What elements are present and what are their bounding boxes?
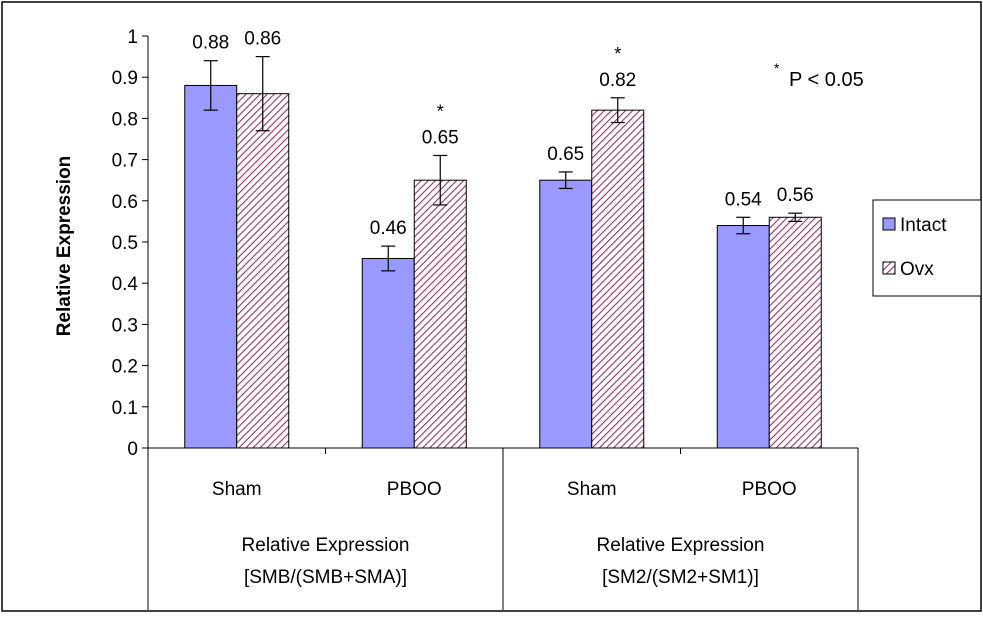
bar-intact <box>184 84 238 449</box>
y-tick-label: 0.5 <box>112 233 138 254</box>
significance-note: * P < 0.05 <box>774 60 864 91</box>
significance-note-star: * <box>774 60 780 76</box>
y-tick-label: 0.7 <box>112 151 138 172</box>
y-tick-label: 0.3 <box>112 315 138 336</box>
x-group-label: Relative Expression <box>597 535 765 556</box>
y-tick-label: 0.2 <box>112 357 138 378</box>
legend-swatch-intact <box>882 217 896 231</box>
bar-intact <box>716 225 770 449</box>
x-group-label-formula: [SMB/(SMB+SMA)] <box>244 567 407 588</box>
y-tick-label: 1 <box>127 27 138 48</box>
data-label: 0.82 <box>599 70 636 91</box>
significance-star: * <box>614 44 621 64</box>
data-label: 0.86 <box>244 29 281 50</box>
data-label: 0.88 <box>192 33 229 54</box>
x-category-label: PBOO <box>742 479 797 500</box>
significance-star: * <box>437 101 444 121</box>
data-label: 0.46 <box>370 218 407 239</box>
y-tick-label: 0.8 <box>112 109 138 130</box>
legend-box <box>872 199 982 297</box>
data-label: 0.65 <box>547 144 584 165</box>
x-group-label-formula: [SM2/(SM2+SM1)] <box>602 567 759 588</box>
significance-note-text: P < 0.05 <box>789 69 864 91</box>
x-category-label: PBOO <box>387 479 442 500</box>
y-tick-label: 0.6 <box>112 192 138 213</box>
data-label: 0.56 <box>777 185 814 206</box>
x-category-label: Sham <box>567 479 617 500</box>
x-group-label: Relative Expression <box>242 535 410 556</box>
y-tick-label: 0.1 <box>112 398 138 419</box>
bar-intact <box>361 257 415 449</box>
y-tick-label: 0.9 <box>112 68 138 89</box>
bar-intact <box>539 179 593 449</box>
y-tick-label: 0 <box>127 439 138 460</box>
y-tick-label: 0.4 <box>112 274 139 295</box>
legend-label-ovx: Ovx <box>900 259 934 280</box>
legend-label-intact: Intact <box>900 215 947 236</box>
bar-ovx <box>236 93 290 449</box>
bar-ovx <box>768 216 822 449</box>
bar-ovx <box>591 109 645 449</box>
data-label: 0.65 <box>422 127 459 148</box>
y-axis-label: Relative Expression <box>54 156 75 337</box>
bar-ovx <box>413 179 467 449</box>
x-category-label: Sham <box>212 479 262 500</box>
legend: Intact Ovx <box>872 199 982 297</box>
legend-swatch-ovx <box>882 261 896 275</box>
data-label: 0.54 <box>725 189 762 210</box>
